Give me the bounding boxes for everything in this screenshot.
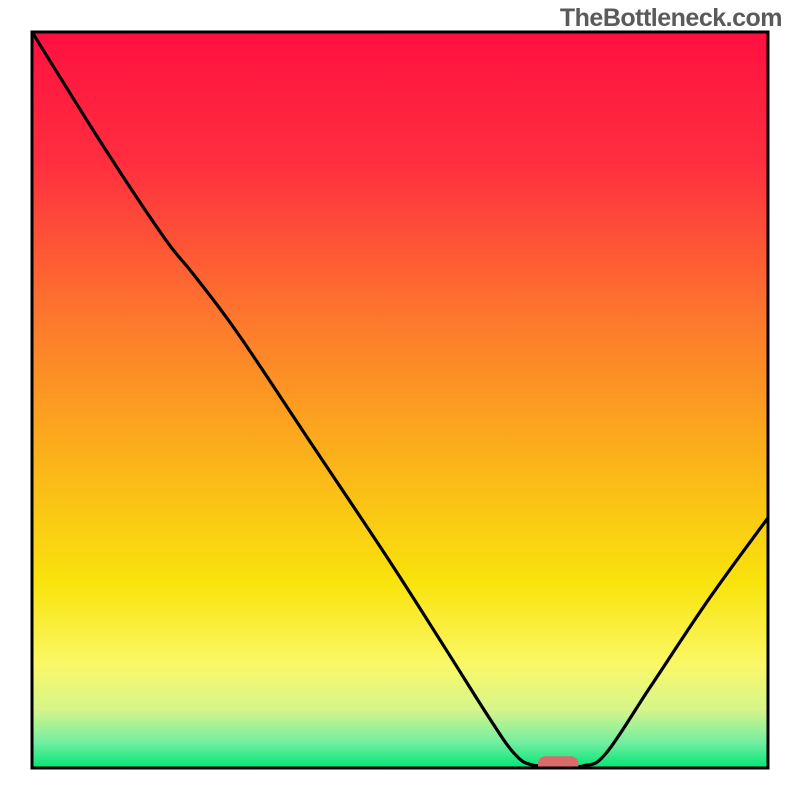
watermark-text: TheBottleneck.com	[560, 4, 782, 33]
optimal-marker	[538, 756, 578, 772]
bottleneck-chart	[0, 0, 800, 800]
plot-background	[32, 32, 768, 768]
chart-container: TheBottleneck.com	[0, 0, 800, 800]
